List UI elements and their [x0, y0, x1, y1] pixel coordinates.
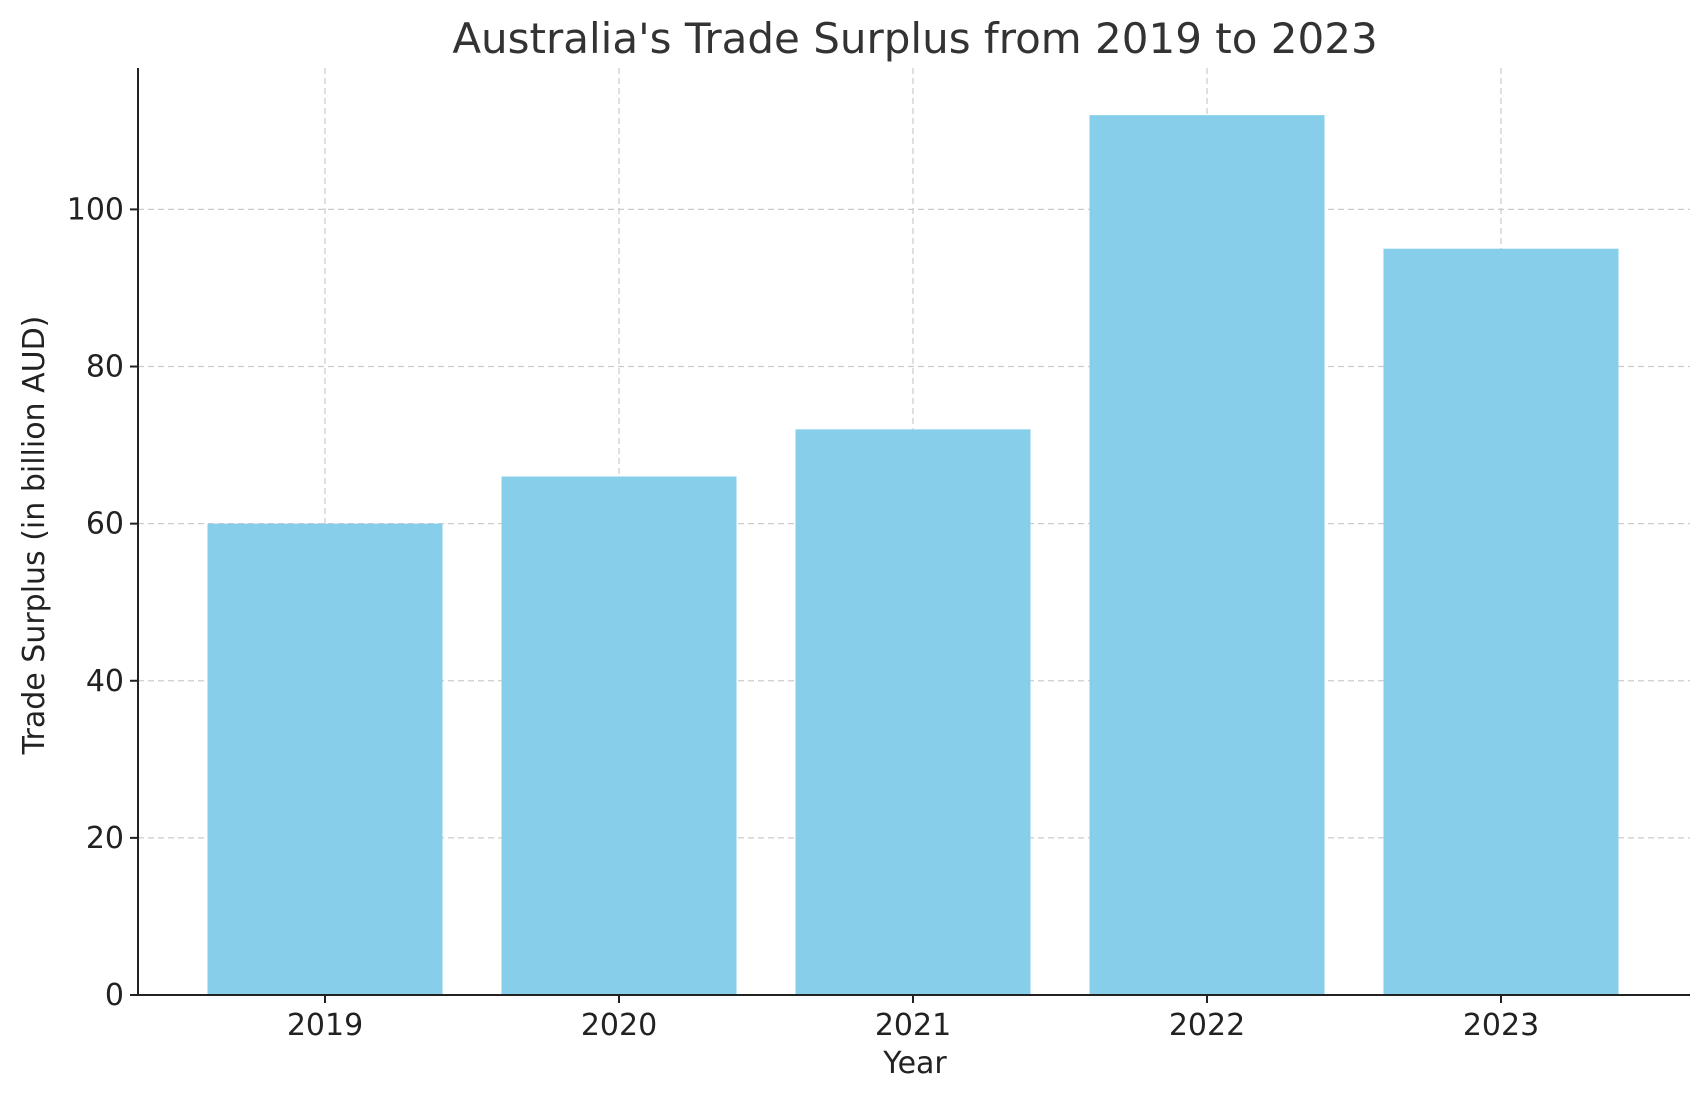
x-tick-label-2022: 2022 [1169, 1008, 1245, 1043]
x-tick-label-2019: 2019 [287, 1008, 363, 1043]
x-axis-ticks: 2019 2020 2021 2022 2023 [287, 995, 1539, 1043]
x-axis-label: Year [882, 1046, 947, 1081]
y-tick-label: 0 [105, 978, 124, 1013]
bar-2023 [1383, 248, 1619, 995]
bar-2021 [795, 429, 1031, 995]
x-tick-label-2021: 2021 [875, 1008, 951, 1043]
y-axis-label: Trade Surplus (in billion AUD) [17, 316, 52, 756]
y-tick-label: 20 [86, 821, 124, 856]
bars [207, 115, 1619, 995]
y-tick-label: 40 [86, 664, 124, 699]
y-tick-label: 60 [86, 507, 124, 542]
bar-2022 [1089, 115, 1325, 995]
bar-2019 [207, 523, 443, 995]
y-tick-label: 80 [86, 350, 124, 385]
x-tick-label-2023: 2023 [1463, 1008, 1539, 1043]
y-axis-ticks: 0 20 40 60 80 100 [67, 192, 138, 1013]
chart-title: Australia's Trade Surplus from 2019 to 2… [452, 14, 1377, 63]
bar-2020 [501, 476, 737, 995]
x-tick-label-2020: 2020 [581, 1008, 657, 1043]
y-tick-label: 100 [67, 192, 124, 227]
